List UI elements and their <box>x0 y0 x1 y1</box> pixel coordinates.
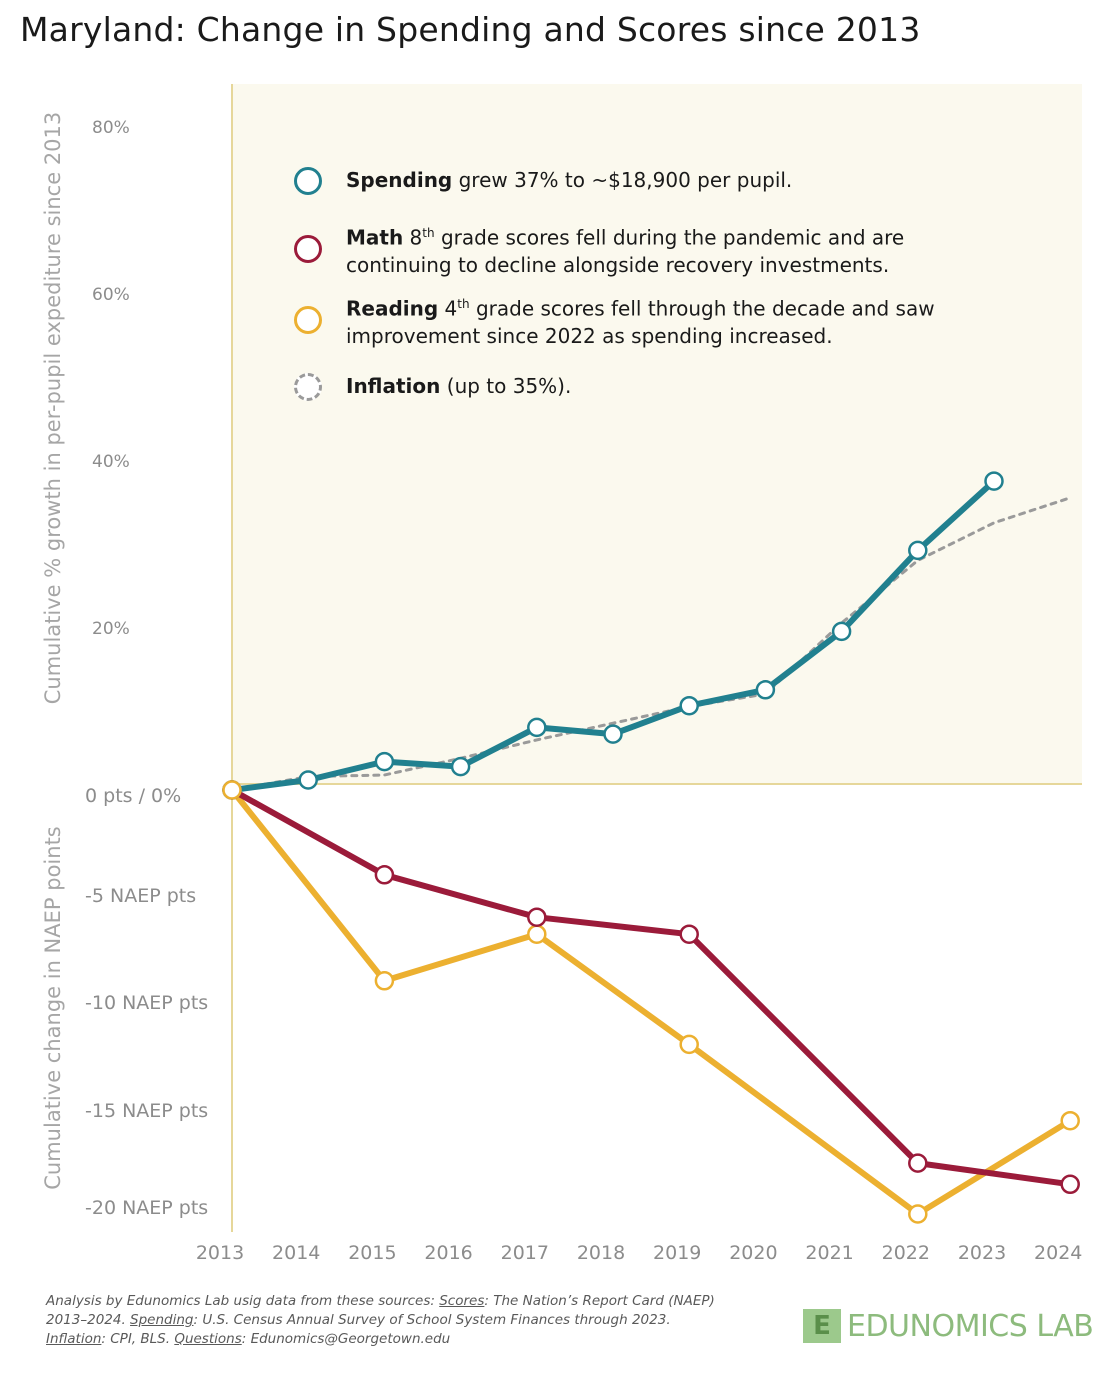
legend-inflation: Inflation (up to 35%). <box>346 373 571 400</box>
legend-math-sup: th <box>422 226 435 240</box>
footer-text-3: : U.S. Census Annual Survey of School Sy… <box>193 1312 671 1328</box>
legend-spending-label: Spending <box>346 168 453 192</box>
legend-inflation-text: (up to 35%). <box>440 374 572 398</box>
math-series-line <box>229 787 1074 1188</box>
brand-mark-icon: E <box>803 1309 841 1343</box>
footer-text-1: Analysis by Edunomics Lab usig data from… <box>46 1293 440 1309</box>
x-tick-2017: 2017 <box>501 1242 549 1264</box>
spending-point-2020 <box>755 680 776 700</box>
x-tick-2019: 2019 <box>653 1242 701 1264</box>
x-tick-2014: 2014 <box>272 1242 320 1264</box>
legend-reading-label: Reading <box>346 296 439 321</box>
upper-y-tick-80: 80% <box>92 118 130 138</box>
legend-reading-text-2: improvement since 2022 as spending incre… <box>346 323 833 348</box>
footer-scores-label: Scores <box>439 1293 485 1309</box>
upper-y-tick-20: 20% <box>92 619 130 639</box>
math-point-2015 <box>374 865 395 885</box>
upper-panel-background <box>232 84 1082 784</box>
footer-spending-label: Spending <box>130 1312 194 1328</box>
footer-text-5: : Edunomics@Georgetown.edu <box>241 1331 451 1347</box>
footer-text-2: : The Nation’s Report Card (NAEP) 2013–2… <box>46 1293 715 1328</box>
x-ticks: 2013 2014 2015 2016 2017 2018 2019 2020 2021 2022… <box>196 1242 1083 1264</box>
lower-y-tick-4: -20 NAEP pts <box>85 1197 208 1219</box>
upper-y-axis-label: Cumulative % growth in per-pupil expedit… <box>41 112 65 705</box>
upper-y-ticks: 80% 60% 40% 20% <box>92 118 130 639</box>
series-layer <box>222 471 1080 1224</box>
upper-y-tick-60: 60% <box>92 285 130 305</box>
math-point-2024 <box>1060 1174 1080 1195</box>
footer-questions-label: Questions <box>174 1331 242 1347</box>
footer-inflation-label: Inflation <box>46 1331 102 1347</box>
lower-y-tick-1: -5 NAEP pts <box>85 885 196 907</box>
reading-series-line <box>229 787 1074 1217</box>
spending-legend-marker <box>294 167 322 195</box>
brand-mark-letter: E <box>813 1311 831 1341</box>
footer-text-4: : CPI, BLS. <box>101 1331 175 1347</box>
legend-math-text-1: grade scores fell during the pandemic an… <box>434 225 905 250</box>
reading-point-2019 <box>679 1034 699 1055</box>
lower-y-tick-2: -10 NAEP pts <box>85 992 208 1014</box>
math-point-2019 <box>679 924 699 944</box>
spending-point-2021 <box>831 621 852 642</box>
source-footnote: Analysis by Edunomics Lab usig data from… <box>46 1292 726 1349</box>
x-tick-2021: 2021 <box>805 1242 853 1264</box>
x-tick-2018: 2018 <box>577 1242 625 1264</box>
spending-point-2015 <box>374 751 395 772</box>
origin-point <box>222 780 242 800</box>
inflation-legend-marker <box>294 373 322 401</box>
x-tick-2024: 2024 <box>1034 1242 1082 1264</box>
legend-reading: Reading 4th grade scores fell through th… <box>346 291 935 350</box>
x-tick-2013: 2013 <box>196 1242 244 1264</box>
legend-spending-text: grew 37% to ~$18,900 per pupil. <box>452 168 793 192</box>
spending-point-2022 <box>908 540 928 561</box>
legend-reading-sup: th <box>457 297 470 311</box>
legend-reading-grade: 4 <box>438 296 458 321</box>
x-tick-2022: 2022 <box>882 1242 930 1264</box>
legend-math-label: Math <box>346 225 404 250</box>
spending-point-2017 <box>527 717 547 738</box>
inflation-series-line <box>230 496 1072 792</box>
spending-point-2023 <box>984 471 1004 491</box>
brand-logo: E EDUNOMICS LAB <box>803 1306 1094 1346</box>
legend-math-grade: 8 <box>403 225 423 250</box>
legend-math: Math 8th grade scores fell during the pa… <box>346 220 904 279</box>
lower-y-tick-3: -15 NAEP pts <box>85 1100 208 1122</box>
legend-reading-text-1: grade scores fell through the decade and… <box>469 296 935 321</box>
reading-point-2015 <box>374 971 395 991</box>
x-tick-2020: 2020 <box>729 1242 777 1264</box>
reading-point-2024 <box>1060 1110 1080 1131</box>
x-tick-2016: 2016 <box>424 1242 472 1264</box>
chart-title: Maryland: Change in Spending and Scores … <box>20 10 921 49</box>
x-tick-2015: 2015 <box>348 1242 396 1264</box>
brand-name: EDUNOMICS LAB <box>847 1308 1094 1344</box>
math-point-2017 <box>527 907 547 927</box>
x-tick-2023: 2023 <box>958 1242 1006 1264</box>
reading-point-2017 <box>527 924 547 944</box>
legend-inflation-label: Inflation <box>346 374 441 398</box>
legend-math-text-2: continuing to decline alongside recovery… <box>346 252 890 277</box>
math-legend-marker <box>294 235 322 263</box>
spending-point-2014 <box>298 770 318 790</box>
reading-legend-marker <box>294 306 322 334</box>
spending-point-2019 <box>679 695 699 716</box>
math-point-2022 <box>908 1153 928 1173</box>
spending-point-2018 <box>603 724 623 744</box>
reading-point-2022 <box>908 1204 928 1224</box>
legend-spending: Spending grew 37% to ~$18,900 per pupil. <box>346 167 792 194</box>
zero-tick-label: 0 pts / 0% <box>85 785 181 807</box>
lower-y-axis-label: Cumulative change in NAEP points <box>41 826 65 1190</box>
lower-y-ticks: -5 NAEP pts -10 NAEP pts -15 NAEP pts -20 N… <box>85 885 208 1219</box>
upper-y-tick-40: 40% <box>92 452 130 472</box>
spending-point-2016 <box>450 756 471 777</box>
